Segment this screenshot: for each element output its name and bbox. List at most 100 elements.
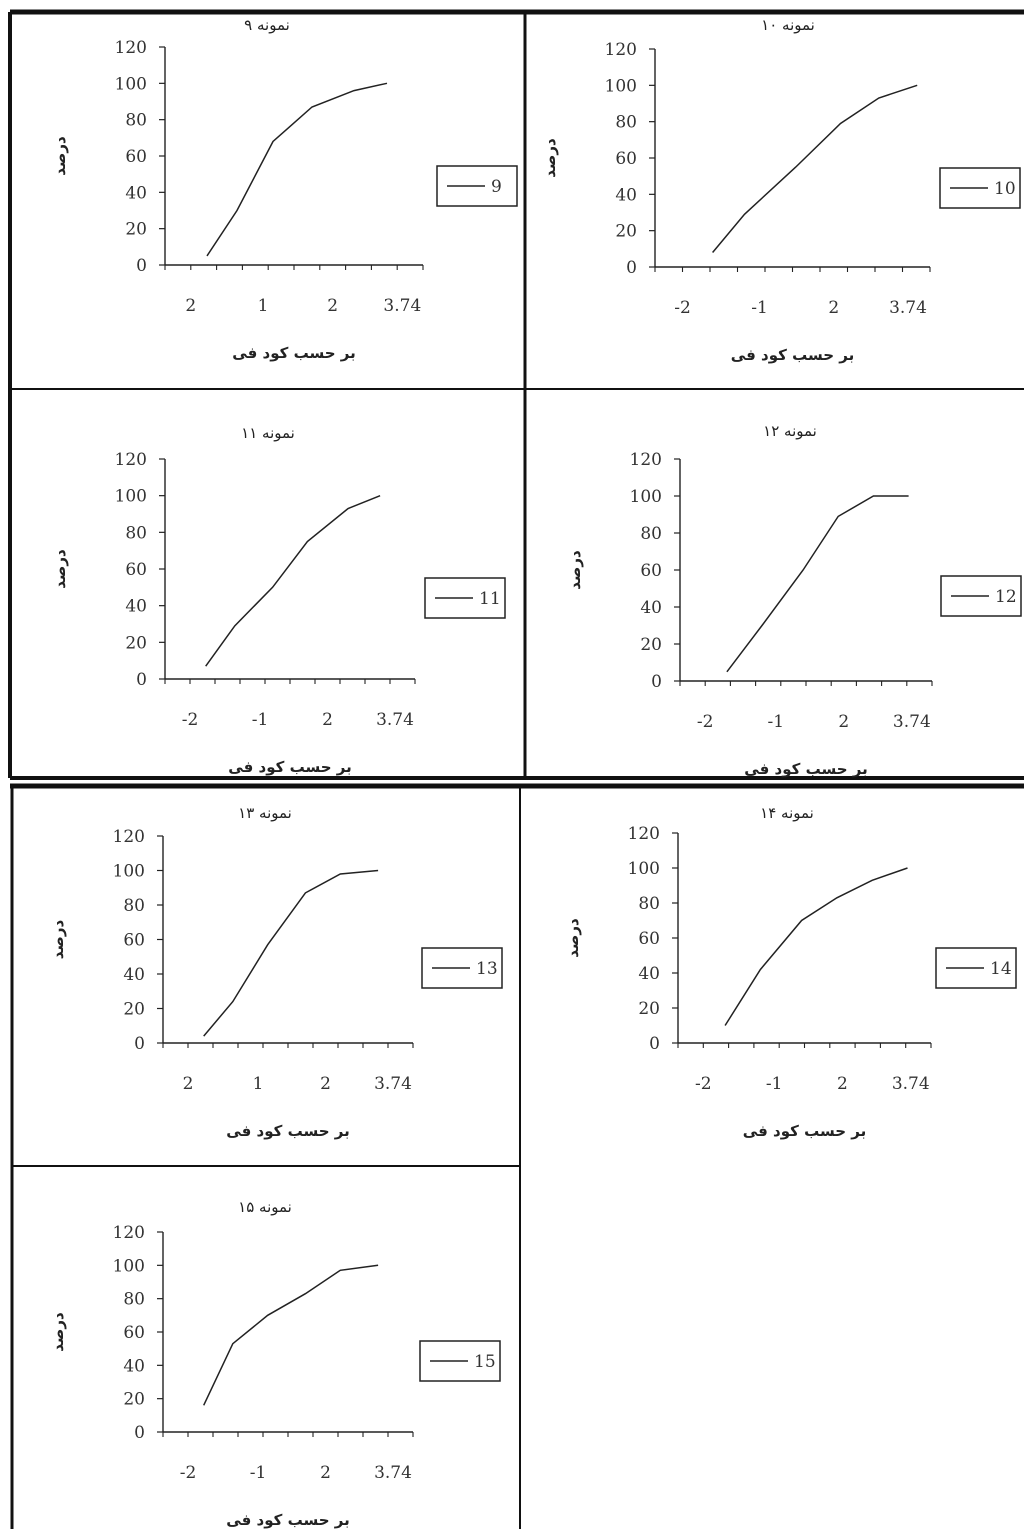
x-tick-label: 3.74 [383,296,421,316]
x-axis-title: بر حسب کود فی [228,758,351,776]
y-tick-label: 60 [123,931,145,951]
legend-label: 15 [474,1352,496,1372]
y-axis-title: درصد [566,550,584,590]
y-axis-title: درصد [51,136,69,176]
series-line [206,82,388,257]
x-axis-title: بر حسب کود فی [226,1511,349,1529]
x-tick-label: -2 [182,710,199,730]
y-tick-label: 80 [123,1290,145,1310]
x-axis-title: بر حسب کود فی [731,346,854,364]
y-tick-label: 20 [123,1000,145,1020]
x-axis-title: بر حسب کود فی [744,760,867,778]
x-tick-label: -1 [766,1074,783,1094]
series-line [724,867,908,1026]
x-tick-label: 3.74 [376,710,414,730]
y-tick-label: 20 [125,220,147,240]
y-tick-label: 100 [630,487,662,507]
y-tick-label: 0 [134,1034,145,1054]
y-tick-label: 60 [615,149,637,169]
y-tick-label: 80 [125,111,147,131]
y-tick-label: 80 [615,113,637,133]
x-tick-label: 3.74 [374,1074,412,1094]
y-tick-label: 80 [638,894,660,914]
x-tick-label: 3.74 [889,298,927,318]
series-line [712,84,918,253]
y-tick-label: 20 [638,999,660,1019]
y-tick-label: 60 [125,560,147,580]
y-axis-title: درصد [51,549,69,589]
legend-label: 11 [479,589,501,609]
chart-title: نمونه ۱۲ [763,422,817,440]
series-line [205,495,381,667]
panel-frame [8,9,1024,1529]
x-tick-label: 2 [838,712,849,732]
chart-title: نمونه ۱۵ [238,1198,292,1216]
chart-title: نمونه ۹ [244,16,290,34]
y-tick-label: 100 [605,76,637,96]
y-tick-label: 120 [115,450,147,470]
legend-label: 9 [491,177,502,197]
y-tick-label: 0 [649,1034,660,1054]
x-axis-title: بر حسب کود فی [226,1122,349,1140]
legend-label: 12 [995,587,1017,607]
chart-panel-6: نمونه ۱۴ 0 20 40 60 80 100 120 -2 -1 2 3.74 بر حسب ک… [564,804,1017,1140]
x-tick-label: -1 [250,1463,267,1483]
x-tick-label: 3.74 [892,1074,930,1094]
x-tick-label: 1 [253,1074,264,1094]
y-tick-label: 0 [136,670,147,690]
y-tick-label: 40 [125,183,147,203]
y-tick-label: 0 [651,672,662,692]
chart-title: نمونه ۱۱ [241,424,295,442]
x-tick-label: -1 [767,712,784,732]
y-tick-label: 80 [640,524,662,544]
y-tick-label: 80 [123,896,145,916]
x-tick-label: -2 [180,1463,197,1483]
chart-panel-3: نمونه ۱۱ 0 20 40 60 80 100 120 -2 -1 2 3.74 بر حسب ک… [51,424,506,776]
x-tick-label: -2 [674,298,691,318]
x-tick-label: 2 [320,1074,331,1094]
y-tick-label: 40 [640,598,662,618]
x-tick-label: 3.74 [374,1463,412,1483]
y-tick-label: 100 [113,1256,145,1276]
series-line [726,495,909,673]
y-tick-label: 40 [615,185,637,205]
x-tick-label: -1 [252,710,269,730]
x-tick-label: 1 [258,296,269,316]
y-tick-label: 100 [115,487,147,507]
y-tick-label: 120 [628,824,660,844]
y-tick-label: 0 [136,256,147,276]
y-tick-label: 80 [125,523,147,543]
chart-panel-1: نمونه ۹ 0 20 40 60 80 100 120 2 1 2 3.74 بر حسب کود … [51,16,518,362]
chart-title: نمونه ۱۴ [760,804,814,822]
chart-title: نمونه ۱۳ [238,804,292,822]
y-tick-label: 100 [115,74,147,94]
x-tick-label: -1 [751,298,768,318]
x-tick-label: 2 [185,296,196,316]
chart-panel-7: نمونه ۱۵ 0 20 40 60 80 100 120 -2 -1 2 3.74 بر حسب ک… [49,1198,501,1529]
x-tick-label: 2 [322,710,333,730]
y-axis-title: درصد [541,138,559,178]
legend-label: 13 [476,959,498,979]
series-line [203,1264,379,1406]
y-axis-title: درصد [564,918,582,958]
x-tick-label: 2 [183,1074,194,1094]
y-tick-label: 60 [638,929,660,949]
y-tick-label: 100 [628,859,660,879]
x-tick-label: -2 [697,712,714,732]
y-tick-label: 40 [123,965,145,985]
x-axis-title: بر حسب کود فی [743,1122,866,1140]
x-tick-label: 2 [837,1074,848,1094]
x-tick-label: 2 [320,1463,331,1483]
y-tick-label: 20 [125,633,147,653]
x-tick-label: -2 [695,1074,712,1094]
y-tick-label: 120 [115,38,147,58]
x-tick-label: 2 [828,298,839,318]
x-tick-label: 3.74 [893,712,931,732]
y-tick-label: 100 [113,862,145,882]
legend-label: 14 [990,959,1012,979]
y-tick-label: 60 [123,1323,145,1343]
y-tick-label: 40 [125,597,147,617]
chart-panel-4: نمونه ۱۲ 0 20 40 60 80 100 120 -2 -1 2 3.74 بر حسب ک… [566,422,1022,778]
x-tick-label: 2 [327,296,338,316]
